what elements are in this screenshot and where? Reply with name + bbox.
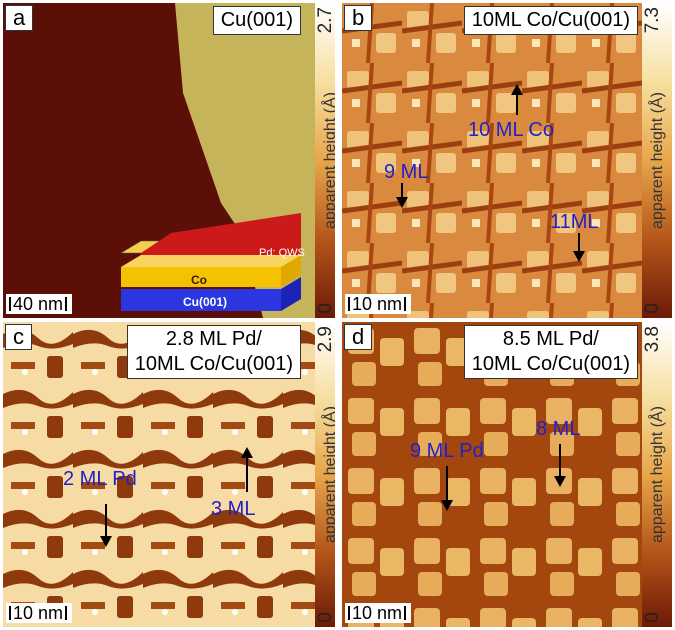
scale-bar-tick [404,297,407,311]
arrow-down-icon [100,504,112,547]
colorbar: 3.8 apparent height (Å) 0 [642,322,672,627]
scale-bar: 40 nm [6,294,73,314]
panel-b: b 10ML Co/Cu(001) 10 ML Co 9 ML 11ML 10 … [342,3,672,318]
schematic-co-label: Co [191,273,207,287]
colorbar-min: 0 [642,303,663,314]
annotation-2ml-pd: 2 ML Pd [63,468,137,490]
scale-bar-tick [348,606,350,620]
panel-letter: b [344,5,373,31]
panel-letter: c [5,324,32,350]
panel-title-line1: 2.8 ML Pd/ [165,328,262,350]
scale-bar-tick [9,297,11,311]
panel-title-line1: 8.5 ML Pd/ [502,328,599,350]
colorbar-label: apparent height (Å) [648,92,666,229]
colorbar-label: apparent height (Å) [321,92,336,229]
scale-bar-tick [348,297,350,311]
arrow-down-icon [441,466,453,511]
annotation-9ml-pd: 9 ML Pd [410,440,484,462]
panel-title-line2: 10ML Co/Cu(001) [471,353,630,375]
panel-title-line2: 10ML Co/Cu(001) [134,353,293,375]
scale-bar-label: 10 nm [352,603,403,623]
panel-title: 2.8 ML Pd/ 10ML Co/Cu(001) [126,325,301,379]
schematic-pd-label: Pd: QWS [259,247,305,259]
annotation-8ml: 8 ML [536,418,581,440]
scale-bar-label: 40 nm [13,294,64,314]
scale-bar: 10 nm [6,603,73,623]
panel-title: 8.5 ML Pd/ 10ML Co/Cu(001) [463,325,638,379]
arrow-down-icon [396,183,408,208]
schematic-cu-label: Cu(001) [183,295,228,309]
colorbar: 2.7 apparent height (Å) 0 [315,3,335,318]
colorbar-min: 0 [642,612,663,623]
panel-d: d 8.5 ML Pd/ 10ML Co/Cu(001) 9 ML Pd 8 M… [342,322,672,627]
scale-bar-tick [65,606,68,620]
annotation-11ml: 11ML [550,211,599,233]
scale-bar-label: 10 nm [352,294,403,314]
annotation-3ml: 3 ML [211,498,256,520]
colorbar: 7.3 apparent height (Å) 0 [642,3,672,318]
arrow-up-icon [511,84,523,115]
colorbar-min: 0 [315,612,335,623]
colorbar-label: apparent height (Å) [321,406,336,543]
panel-letter: d [344,324,373,350]
arrow-down-icon [554,444,566,487]
scale-bar: 10 nm [345,294,412,314]
stm-image-b [342,3,642,318]
scale-bar: 10 nm [345,603,412,623]
panel-title: Cu(001) [212,6,301,35]
scale-bar-tick [65,297,68,311]
panel-title: 10ML Co/Cu(001) [463,6,638,35]
annotation-9ml: 9 ML [384,161,429,183]
panel-a: a Cu(001) 40 nm Pd: QWS Co Cu(001) 2.7 a… [3,3,335,318]
arrow-down-icon [573,233,585,262]
scale-bar-label: 10 nm [13,603,64,623]
panel-letter: a [5,5,34,31]
colorbar-min: 0 [315,303,335,314]
colorbar: 2.9 apparent height (Å) 0 [315,322,335,627]
arrow-up-icon [241,447,253,492]
colorbar-label: apparent height (Å) [648,406,666,543]
panel-c: c 2.8 ML Pd/ 10ML Co/Cu(001) 2 ML Pd 3 M… [3,322,335,627]
scale-bar-tick [404,606,407,620]
scale-bar-tick [9,606,11,620]
layer-schematic [119,213,303,311]
annotation-10ml-co: 10 ML Co [468,119,554,141]
